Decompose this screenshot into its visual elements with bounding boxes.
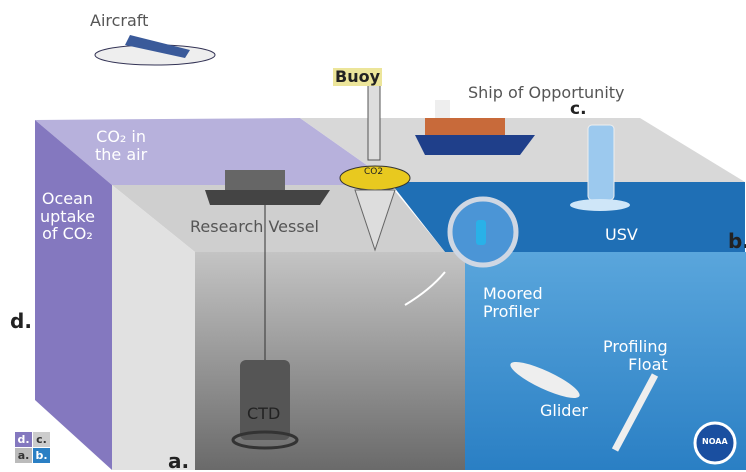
label: CTD: [247, 405, 280, 423]
label: Ship of Opportunity: [468, 84, 625, 102]
label: a.: [168, 450, 189, 472]
label: d.: [10, 310, 32, 332]
legend-key: b.: [33, 448, 50, 463]
label: NOAA: [702, 438, 728, 447]
label: Aircraft: [90, 12, 148, 30]
label: Glider: [540, 402, 588, 420]
label: USV: [605, 226, 638, 244]
label: Research Vessel: [190, 218, 319, 236]
label: c.: [570, 100, 587, 119]
label: CO2: [364, 168, 383, 178]
label: Moored Profiler: [483, 285, 543, 320]
label: Ocean uptake of CO₂: [40, 190, 95, 243]
label: Profiling Float: [603, 338, 668, 373]
label: b.: [728, 230, 746, 252]
profiler-circle: [450, 199, 516, 265]
diagram: Aircraft Buoy CO2 Ship of Opportunity c.…: [0, 0, 746, 472]
aircraft-icon: [95, 35, 215, 65]
label: Buoy: [333, 68, 382, 86]
legend-key: c.: [33, 432, 50, 447]
legend-key: a.: [15, 448, 32, 463]
label: CO₂ in the air: [95, 128, 147, 163]
legend-key: d.: [15, 432, 32, 447]
ocean-surface: [390, 182, 745, 252]
